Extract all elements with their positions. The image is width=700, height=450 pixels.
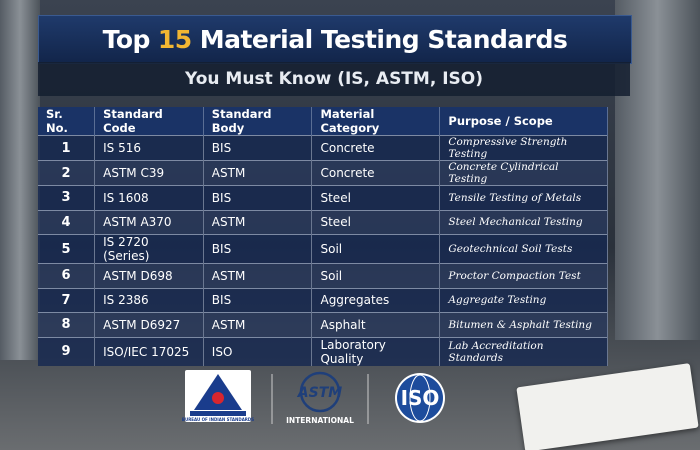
- table-cell: Asphalt: [311, 312, 441, 337]
- table-cell: Concrete: [311, 135, 441, 161]
- table-cell: IS 2720 (Series): [94, 234, 204, 264]
- table-cell: ASTM: [203, 160, 313, 186]
- table-row: 8 ASTM D6927 ASTM Asphalt Bitumen & Asphalt …: [38, 312, 608, 337]
- header-row: Sr. No. Standard Code Standard Body Materia…: [38, 107, 608, 136]
- bis-logo: BUREAU OF INDIAN STANDARDS: [182, 370, 254, 422]
- background-machine: [0, 0, 40, 360]
- table-cell: Concrete Cylindrical Testing: [439, 160, 608, 186]
- table-cell: 6: [38, 263, 96, 288]
- header-cell: Sr. No.: [38, 107, 96, 136]
- table-cell: 4: [38, 209, 96, 235]
- header-cell: Material Category: [311, 107, 441, 136]
- table-row: 7 IS 2386 BIS Aggregates Aggregate Testing: [38, 287, 608, 313]
- title-text: Top: [102, 25, 151, 54]
- table-cell: BIS: [203, 234, 313, 264]
- table-cell: Geotechnical Soil Tests: [439, 234, 608, 264]
- title-highlight: 15: [157, 25, 192, 54]
- standards-table: Sr. No. Standard Code Standard Body Materia…: [38, 107, 608, 366]
- notebook: [516, 363, 699, 450]
- header-cell: Standard Code: [94, 107, 204, 136]
- table-row: 5 IS 2720 (Series) BIS Soil Geotechnical Soi…: [38, 234, 608, 264]
- table-cell: 1: [38, 135, 96, 161]
- astm-logo: ASTM INTERNATIONAL: [286, 371, 354, 425]
- table-row: 2 ASTM C39 ASTM Concrete Concrete Cylindrica…: [38, 160, 608, 186]
- table-row: 6 ASTM D698 ASTM Soil Proctor Compaction Tes…: [38, 263, 608, 288]
- table-cell: 7: [38, 287, 96, 313]
- table-cell: ASTM: [203, 263, 313, 288]
- iso-label: ISO: [401, 386, 440, 410]
- title: Top 15 Material Testing Standards: [38, 15, 632, 64]
- subtitle: You Must Know (IS, ASTM, ISO): [38, 62, 630, 96]
- table-cell: Concrete: [311, 160, 441, 186]
- table-cell: BIS: [203, 287, 313, 313]
- table-cell: Compressive Strength Testing: [439, 135, 608, 161]
- header-cell: Purpose / Scope: [439, 107, 608, 136]
- table-cell: ASTM D6927: [94, 312, 204, 337]
- header-cell: Standard Body: [203, 107, 313, 136]
- table-row: 9 ISO/IEC 17025 ISO Laboratory Quality Lab A…: [38, 336, 608, 366]
- title-text: Material Testing Standards: [199, 25, 568, 54]
- table-cell: BIS: [203, 135, 313, 161]
- table-cell: IS 2386: [94, 287, 204, 313]
- table-cell: ASTM: [203, 209, 313, 235]
- table-cell: BIS: [203, 185, 313, 210]
- table-cell: Steel Mechanical Testing: [439, 209, 608, 235]
- iso-logo: ISO: [395, 373, 445, 423]
- table-row: 1 IS 516 BIS Concrete Compressive Strength T…: [38, 135, 608, 161]
- table-cell: Laboratory Quality: [311, 336, 441, 366]
- logos: BUREAU OF INDIAN STANDARDS ASTM INTERNAT…: [182, 370, 445, 425]
- table-body: 1 IS 516 BIS Concrete Compressive Strength T…: [38, 135, 608, 366]
- table-cell: Soil: [311, 234, 441, 264]
- astm-sublabel: INTERNATIONAL: [286, 416, 354, 425]
- table-cell: 8: [38, 312, 96, 337]
- table-cell: 5: [38, 234, 96, 264]
- table-cell: ASTM A370: [94, 209, 204, 235]
- table-cell: 9: [38, 336, 96, 366]
- table-cell: ISO/IEC 17025: [94, 336, 204, 366]
- table-cell: 2: [38, 160, 96, 186]
- table-cell: Proctor Compaction Test: [439, 263, 608, 288]
- table-cell: Steel: [311, 185, 441, 210]
- table-cell: ASTM D698: [94, 263, 204, 288]
- table-cell: 3: [38, 185, 96, 210]
- table-cell: ASTM C39: [94, 160, 204, 186]
- table-cell: Tensile Testing of Metals: [439, 185, 608, 210]
- table-cell: IS 516: [94, 135, 204, 161]
- table-cell: Steel: [311, 209, 441, 235]
- table-row: 3 IS 1608 BIS Steel Tensile Testing of Metal…: [38, 185, 608, 210]
- table-cell: Bitumen & Asphalt Testing: [439, 312, 608, 337]
- bis-label: BUREAU OF INDIAN STANDARDS: [182, 417, 254, 422]
- table-cell: Lab Accreditation Standards: [439, 336, 608, 366]
- table-cell: Aggregate Testing: [439, 287, 608, 313]
- table-cell: ISO: [203, 336, 313, 366]
- table-cell: Soil: [311, 263, 441, 288]
- table-row: 4 ASTM A370 ASTM Steel Steel Mechanical Test…: [38, 209, 608, 235]
- table-cell: Aggregates: [311, 287, 441, 313]
- table-cell: ASTM: [203, 312, 313, 337]
- table-cell: IS 1608: [94, 185, 204, 210]
- astm-label: ASTM: [297, 385, 342, 401]
